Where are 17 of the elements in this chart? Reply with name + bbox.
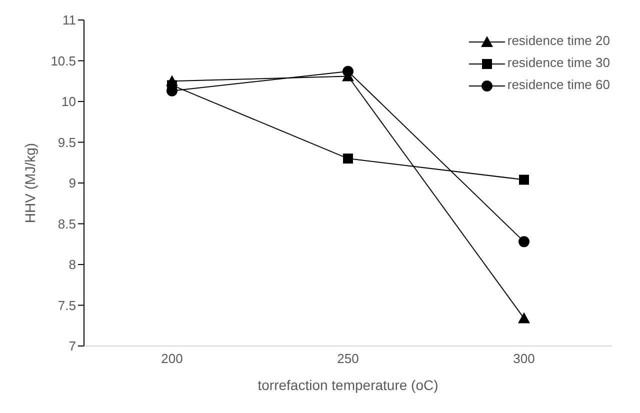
y-tick-label: 9 — [68, 176, 76, 191]
legend-label: residence time 30 — [507, 55, 610, 70]
y-tick-label: 11 — [62, 12, 76, 28]
y-tick-label: 10 — [62, 94, 76, 110]
y-axis-title: HHV (MJ/kg) — [22, 142, 38, 224]
y-tick-label: 9.5 — [58, 134, 76, 150]
legend-label: residence time 60 — [507, 77, 610, 92]
y-tick-label: 8 — [68, 257, 76, 272]
y-tick-label: 8.5 — [58, 216, 76, 232]
y-tick-label: 7.5 — [58, 298, 76, 313]
x-tick-label: 200 — [161, 351, 183, 366]
legend-label: residence time 20 — [507, 33, 610, 48]
y-tick-label: 7 — [68, 338, 76, 354]
x-tick-label: 300 — [513, 351, 535, 366]
y-tick-label: 10.5 — [50, 53, 76, 68]
x-axis-title: torrefaction temperature (oC) — [258, 377, 438, 393]
x-tick-label: 250 — [337, 351, 359, 366]
